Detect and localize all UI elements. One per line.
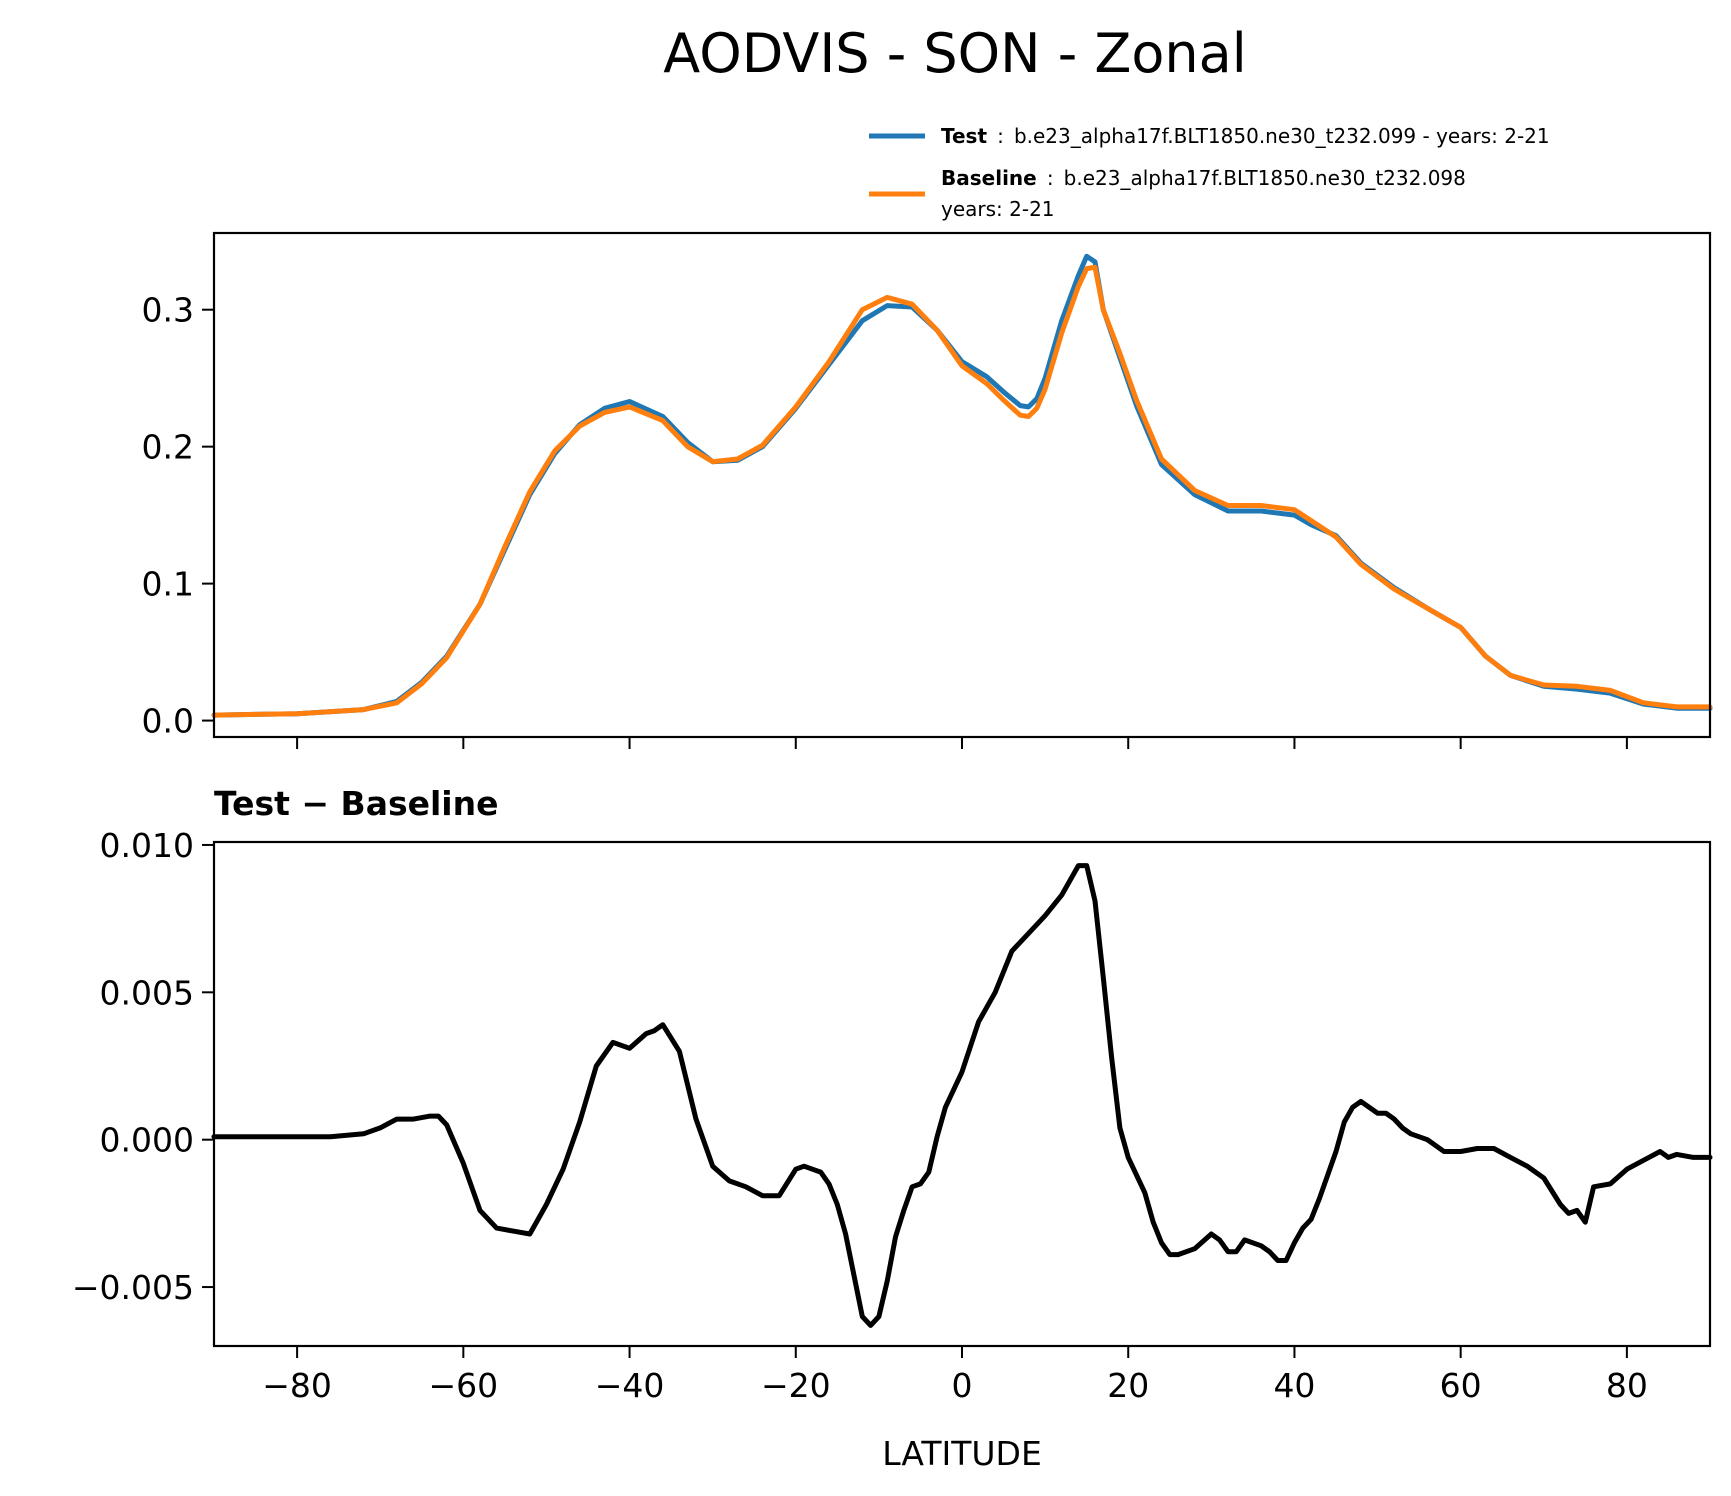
bottom-series-group bbox=[211, 863, 1713, 1328]
bottom-x-tick-label: −20 bbox=[761, 1366, 831, 1405]
top-y-ticks: 0.0 0.1 0.2 0.3 bbox=[142, 291, 214, 741]
top-x-ticks bbox=[296, 737, 1628, 749]
top-series-group bbox=[211, 253, 1713, 718]
bottom-panel: −0.005 0.000 0.005 0.010 −80 −60 −40 −20 0 20 40 6… bbox=[72, 826, 1713, 1405]
bottom-x-tick-label: 0 bbox=[952, 1366, 973, 1405]
bottom-x-tick-label: 20 bbox=[1107, 1366, 1149, 1405]
top-series-line-baseline bbox=[211, 264, 1713, 718]
bottom-y-tick-label: 0.010 bbox=[100, 826, 194, 865]
top-series-line-test bbox=[211, 253, 1713, 718]
legend-test-label: Test bbox=[941, 124, 987, 148]
diff-panel-title: Test − Baseline bbox=[214, 784, 499, 823]
bottom-series-line-test-baseline bbox=[211, 863, 1713, 1328]
bottom-x-tick-label: −40 bbox=[595, 1366, 665, 1405]
bottom-x-tick-label: 80 bbox=[1606, 1366, 1648, 1405]
figure-title: AODVIS - SON - Zonal bbox=[663, 22, 1246, 85]
bottom-x-tick-label: −60 bbox=[429, 1366, 499, 1405]
legend-baseline-entry: Baseline : b.e23_alpha17f.BLT1850.ne30_t… bbox=[941, 166, 1466, 190]
bottom-y-ticks: −0.005 0.000 0.005 0.010 bbox=[72, 826, 214, 1307]
bottom-y-tick-label: −0.005 bbox=[72, 1268, 194, 1307]
bottom-x-tick-label: −80 bbox=[262, 1366, 332, 1405]
x-axis-label: LATITUDE bbox=[882, 1434, 1042, 1473]
top-panel: 0.0 0.1 0.2 0.3 bbox=[142, 231, 1713, 749]
bottom-y-tick-label: 0.005 bbox=[100, 973, 194, 1012]
legend: Test : b.e23_alpha17f.BLT1850.ne30_t232.… bbox=[869, 124, 1550, 221]
legend-test-text: b.e23_alpha17f.BLT1850.ne30_t232.099 - y… bbox=[1014, 124, 1550, 148]
legend-test-entry: Test : b.e23_alpha17f.BLT1850.ne30_t232.… bbox=[941, 124, 1550, 148]
bottom-panel-frame bbox=[212, 840, 1712, 1348]
legend-baseline-label: Baseline bbox=[941, 166, 1037, 190]
bottom-x-tick-label: 40 bbox=[1273, 1366, 1315, 1405]
legend-baseline-separator: : bbox=[1047, 166, 1054, 190]
top-y-tick-label: 0.2 bbox=[142, 428, 194, 467]
legend-baseline-years: years: 2-21 bbox=[941, 197, 1055, 221]
bottom-x-ticks: −80 −60 −40 −20 0 20 40 60 80 bbox=[262, 1346, 1648, 1405]
legend-baseline-text: b.e23_alpha17f.BLT1850.ne30_t232.098 bbox=[1064, 166, 1466, 190]
top-y-tick-label: 0.1 bbox=[142, 565, 194, 604]
top-y-tick-label: 0.3 bbox=[142, 291, 194, 330]
legend-test-separator: : bbox=[997, 124, 1004, 148]
bottom-y-tick-label: 0.000 bbox=[100, 1121, 194, 1160]
bottom-x-tick-label: 60 bbox=[1440, 1366, 1482, 1405]
top-y-tick-label: 0.0 bbox=[142, 702, 194, 741]
